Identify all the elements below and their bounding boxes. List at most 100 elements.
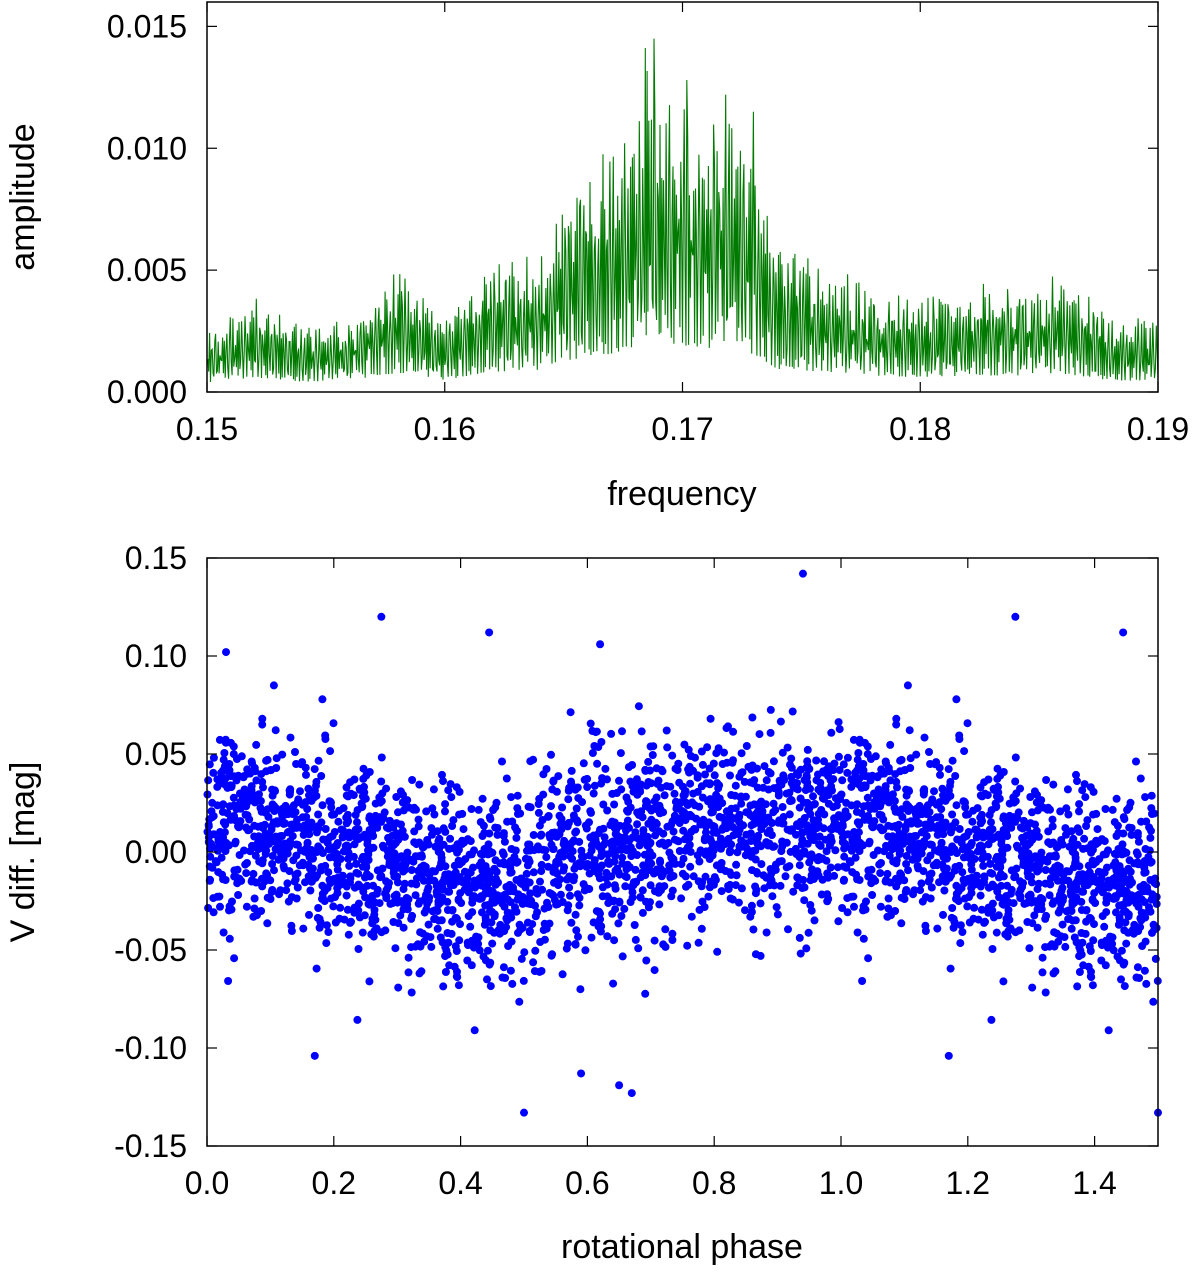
data-point — [870, 817, 879, 826]
data-point — [369, 832, 378, 840]
data-point — [1023, 918, 1032, 926]
data-point — [917, 879, 926, 888]
data-point — [566, 852, 575, 861]
data-point — [263, 919, 272, 928]
data-point — [1097, 835, 1106, 844]
data-point — [232, 776, 241, 785]
data-point — [987, 1015, 996, 1024]
data-point — [344, 930, 353, 939]
data-point — [673, 802, 682, 811]
data-point — [431, 914, 440, 923]
data-point — [359, 774, 368, 783]
data-point — [725, 848, 734, 857]
data-point — [499, 858, 508, 867]
data-point — [449, 881, 458, 890]
data-point — [1128, 878, 1136, 887]
data-point — [920, 837, 929, 846]
data-point — [1011, 777, 1020, 786]
data-point — [488, 887, 497, 896]
data-point — [375, 899, 384, 908]
data-point — [466, 922, 475, 931]
data-point — [649, 869, 658, 878]
data-point — [734, 898, 743, 907]
data-point — [437, 916, 446, 925]
data-point — [903, 681, 912, 690]
data-point — [388, 899, 397, 907]
data-point — [219, 928, 228, 937]
data-point — [656, 858, 665, 867]
data-point — [926, 840, 935, 849]
data-point — [321, 825, 330, 833]
data-point — [565, 843, 574, 851]
data-point — [1089, 810, 1098, 819]
data-point — [644, 757, 653, 766]
data-point — [1054, 937, 1063, 946]
data-point — [980, 872, 989, 881]
data-point — [377, 797, 386, 806]
data-point — [628, 761, 637, 769]
data-point — [1005, 915, 1014, 924]
data-point — [596, 825, 604, 834]
data-point — [209, 908, 218, 917]
data-point — [206, 875, 214, 884]
data-point — [417, 868, 426, 877]
data-point — [204, 776, 213, 785]
data-point — [1011, 753, 1020, 762]
data-point — [1097, 874, 1106, 883]
data-point — [517, 954, 526, 963]
data-point — [706, 714, 715, 723]
data-point — [685, 768, 694, 777]
data-point — [1134, 837, 1143, 846]
data-point — [512, 833, 521, 842]
data-point — [994, 830, 1003, 839]
data-point — [922, 823, 931, 832]
data-point — [787, 772, 796, 781]
data-point — [613, 831, 622, 840]
data-point — [1115, 901, 1124, 910]
data-point — [271, 726, 280, 735]
data-point — [794, 873, 803, 882]
data-point — [649, 742, 658, 751]
data-point — [889, 857, 898, 866]
data-point — [534, 808, 543, 817]
data-point — [987, 818, 995, 827]
data-point — [585, 851, 594, 860]
data-point — [960, 747, 969, 756]
data-point — [657, 872, 666, 881]
data-point — [542, 853, 551, 862]
data-point — [1019, 816, 1028, 825]
data-point — [700, 849, 709, 858]
data-point — [441, 800, 450, 809]
data-point — [365, 768, 374, 776]
data-point — [654, 888, 663, 897]
data-point — [701, 872, 710, 881]
data-point — [511, 823, 520, 832]
data-point — [766, 769, 775, 778]
data-point — [641, 989, 650, 998]
data-point — [978, 848, 987, 857]
data-point — [673, 836, 682, 845]
data-point — [343, 810, 352, 819]
data-point — [802, 944, 811, 953]
outlier-point — [485, 628, 494, 637]
data-point — [638, 868, 647, 877]
data-point — [864, 954, 873, 963]
data-point — [839, 862, 848, 871]
data-point — [976, 841, 985, 850]
data-point — [550, 878, 558, 887]
data-point — [1100, 922, 1109, 931]
data-point — [1051, 967, 1060, 976]
data-point — [503, 916, 512, 925]
data-point — [897, 755, 906, 764]
data-point — [724, 834, 733, 843]
spectrum-xlabel: frequency — [607, 475, 756, 513]
data-point — [663, 743, 672, 752]
data-point — [485, 907, 494, 916]
data-point — [455, 874, 464, 883]
data-point — [958, 928, 967, 936]
data-point — [318, 849, 327, 858]
data-point — [751, 846, 760, 855]
data-point — [257, 807, 266, 816]
data-point — [1088, 895, 1097, 904]
data-point — [905, 832, 914, 841]
